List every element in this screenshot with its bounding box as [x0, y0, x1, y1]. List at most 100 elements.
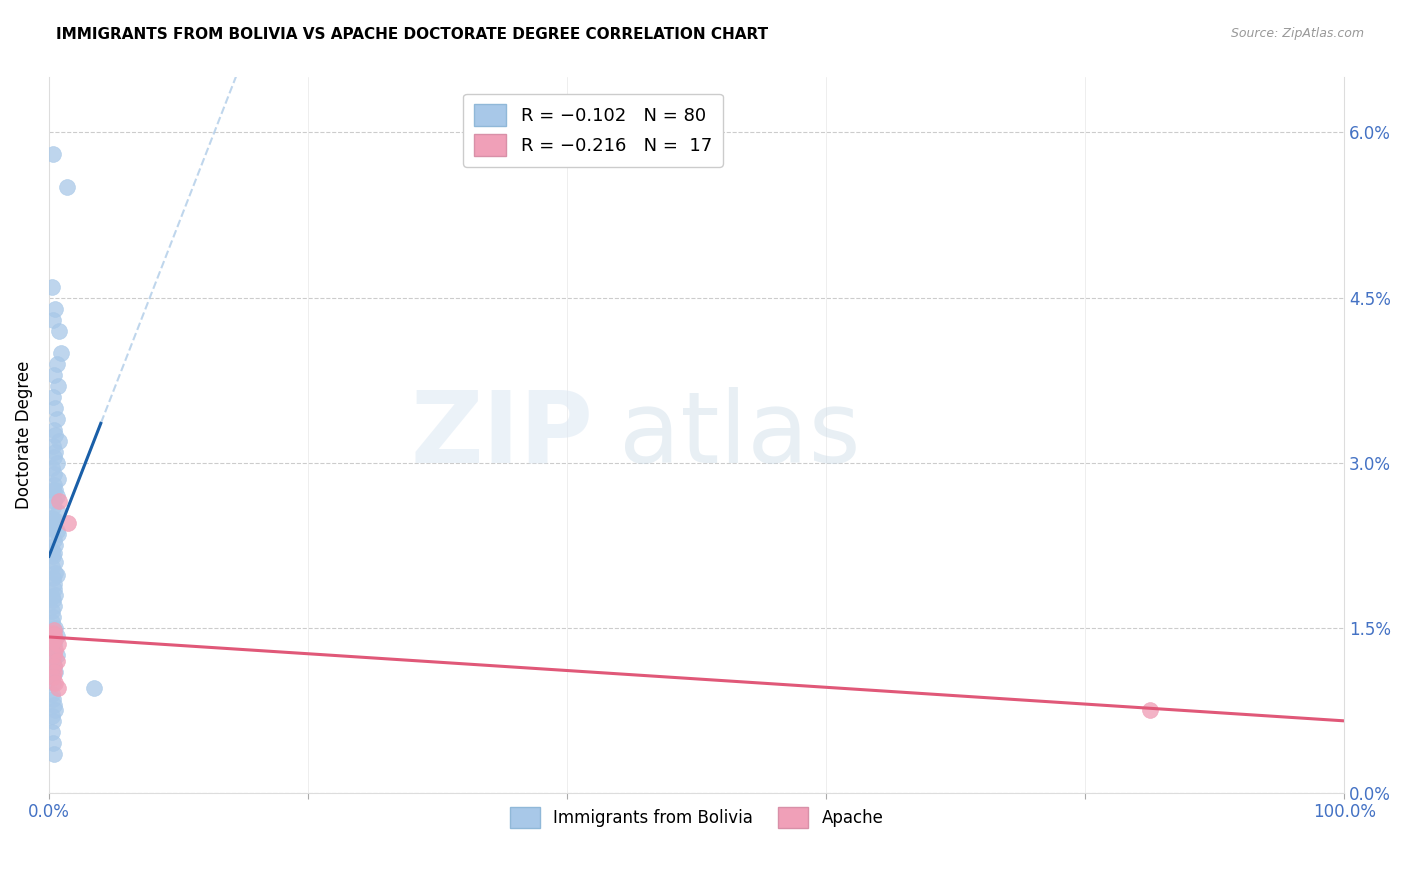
Point [41, 560, 63, 574]
Point [48, 494, 70, 508]
Point [44, 659, 66, 673]
Point [45, 357, 67, 371]
Point [45, 629, 67, 643]
Point [44, 621, 66, 635]
Point [46, 637, 69, 651]
Point [46, 472, 69, 486]
Point [42, 675, 65, 690]
Point [44, 623, 66, 637]
Point [45, 567, 67, 582]
Point [44, 444, 66, 458]
Point [44, 576, 66, 591]
Point [42, 654, 65, 668]
Point [44, 538, 66, 552]
Point [41, 590, 63, 604]
Point [41, 522, 63, 536]
Point [41, 604, 63, 618]
Point [44, 628, 66, 642]
Point [42, 633, 65, 648]
Point [44, 665, 66, 679]
Point [41, 615, 63, 629]
Point [44, 659, 66, 673]
Point [42, 626, 65, 640]
Text: IMMIGRANTS FROM BOLIVIA VS APACHE DOCTORATE DEGREE CORRELATION CHART: IMMIGRANTS FROM BOLIVIA VS APACHE DOCTOR… [56, 27, 768, 42]
Text: atlas: atlas [619, 386, 860, 483]
Point [44, 450, 66, 464]
Point [44, 566, 66, 580]
Legend: Immigrants from Bolivia, Apache: Immigrants from Bolivia, Apache [503, 801, 890, 834]
Point [42, 571, 65, 585]
Point [44, 637, 66, 651]
Point [44, 519, 66, 533]
Point [42, 714, 65, 728]
Point [46, 505, 69, 519]
Point [44, 642, 66, 657]
Point [42, 670, 65, 684]
Point [44, 555, 66, 569]
Point [41, 279, 63, 293]
Point [44, 665, 66, 679]
Point [42, 633, 65, 648]
Text: Source: ZipAtlas.com: Source: ZipAtlas.com [1230, 27, 1364, 40]
Point [58, 516, 80, 530]
Point [44, 423, 66, 437]
Point [44, 467, 66, 481]
Point [48, 434, 70, 448]
Y-axis label: Doctorate Degree: Doctorate Degree [15, 361, 32, 509]
Point [45, 524, 67, 538]
Point [44, 477, 66, 491]
Point [42, 312, 65, 326]
Point [83, 681, 105, 695]
Point [42, 516, 65, 530]
Point [45, 648, 67, 662]
Point [46, 527, 69, 541]
Point [49, 345, 72, 359]
Point [44, 675, 66, 690]
Point [41, 642, 63, 657]
Point [46, 378, 69, 392]
Point [42, 439, 65, 453]
Point [42, 692, 65, 706]
Point [44, 582, 66, 596]
Point [42, 390, 65, 404]
Point [42, 626, 65, 640]
Point [41, 725, 63, 739]
Point [42, 500, 65, 514]
Point [44, 401, 66, 415]
Point [48, 324, 70, 338]
Point [42, 736, 65, 750]
Point [44, 747, 66, 761]
Point [42, 483, 65, 497]
Point [41, 461, 63, 475]
Point [44, 546, 66, 560]
Point [45, 456, 67, 470]
Point [44, 483, 66, 497]
Point [44, 533, 66, 547]
Text: ZIP: ZIP [411, 386, 593, 483]
Point [41, 687, 63, 701]
Point [1139, 703, 1161, 717]
Point [41, 510, 63, 524]
Point [44, 648, 66, 662]
Point [44, 301, 66, 316]
Point [41, 708, 63, 723]
Point [45, 489, 67, 503]
Point [42, 609, 65, 624]
Point [44, 623, 66, 637]
Point [42, 593, 65, 607]
Point [45, 654, 67, 668]
Point [41, 632, 63, 646]
Point [44, 599, 66, 613]
Point [45, 411, 67, 425]
Point [44, 494, 66, 508]
Point [42, 549, 65, 563]
Point [44, 368, 66, 382]
Point [44, 588, 66, 602]
Point [41, 543, 63, 558]
Point [56, 180, 79, 194]
Point [44, 632, 66, 646]
Point [44, 428, 66, 442]
Point [44, 703, 66, 717]
Point [41, 670, 63, 684]
Point [42, 147, 65, 161]
